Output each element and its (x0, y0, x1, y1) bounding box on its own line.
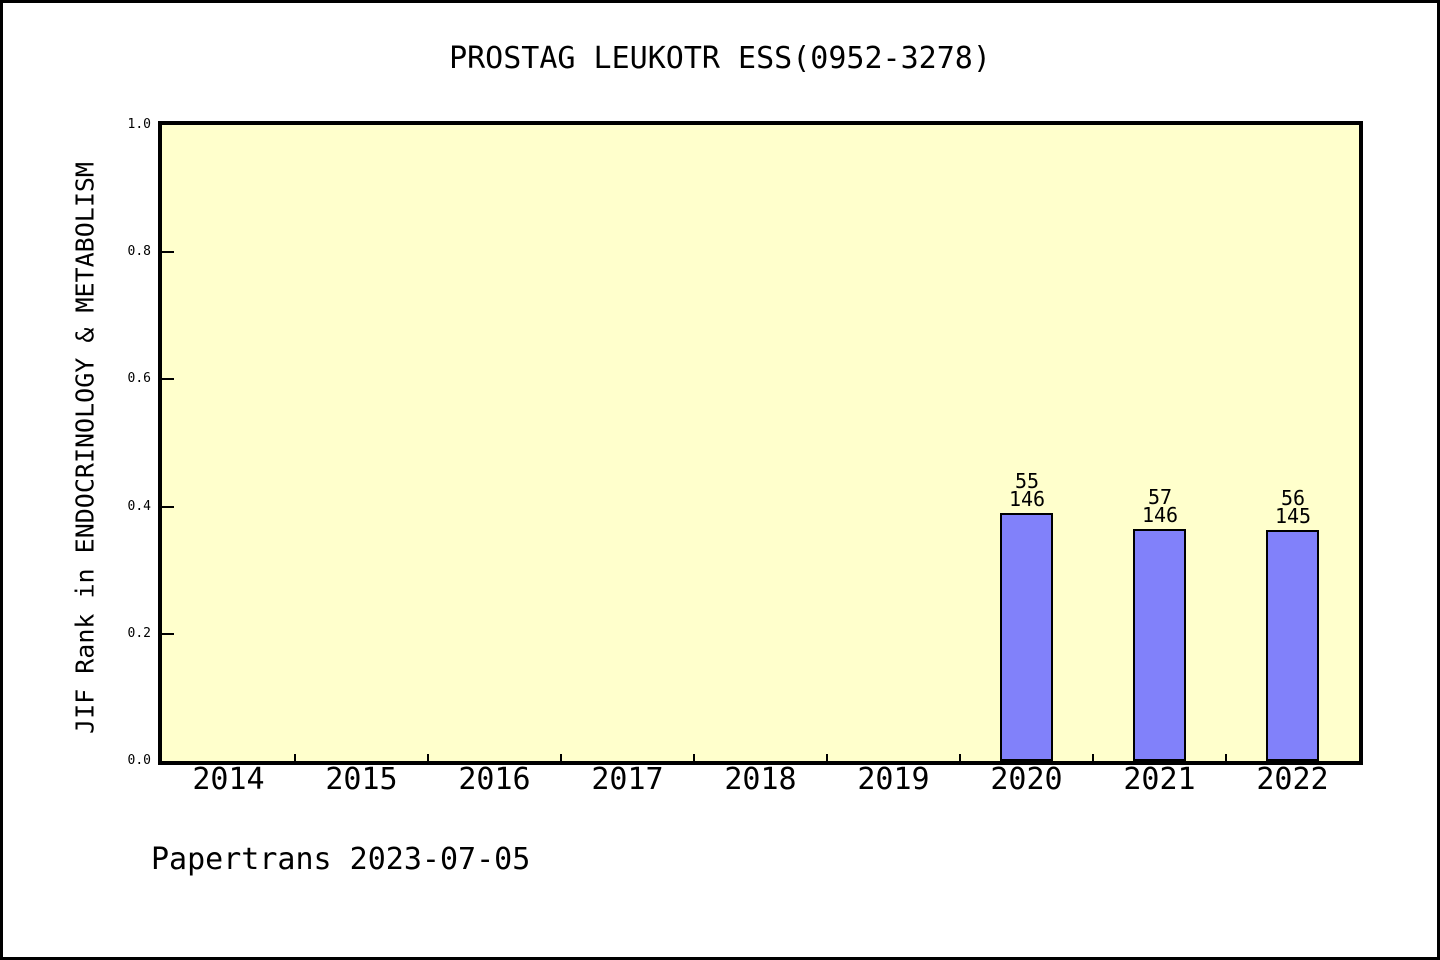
y-tick-mark (162, 505, 174, 508)
bar-rank: 56 (1280, 486, 1306, 510)
x-tick-label: 2018 (724, 762, 797, 797)
bar-rank: 57 (1147, 485, 1173, 509)
y-tick-label: 1.0 (127, 117, 151, 132)
x-tick-mark (427, 754, 429, 761)
x-tick-label: 2016 (458, 762, 531, 797)
x-tick-label: 2014 (192, 762, 265, 797)
y-tick-label: 0.0 (127, 753, 151, 768)
y-tick-label: 0.8 (127, 244, 151, 260)
bar-2020 (1000, 513, 1053, 761)
chart-title: PROSTAG LEUKOTR ESS(0952-3278) (449, 41, 991, 76)
x-tick-label: 2019 (857, 762, 930, 797)
x-tick-mark (560, 754, 562, 761)
y-tick-mark (162, 378, 174, 381)
bar-label-2021: 57 146 (1100, 485, 1220, 527)
y-tick-mark (162, 632, 174, 635)
x-tick-mark (1225, 754, 1227, 761)
x-tick-mark (1092, 754, 1094, 761)
bar-total: 146 (1141, 503, 1179, 527)
bar-rank: 55 (1014, 469, 1040, 493)
bar-2022 (1266, 530, 1319, 761)
bar-label-2022: 56 145 (1233, 486, 1353, 528)
y-tick-mark (162, 251, 174, 254)
bar-total: 146 (1008, 487, 1046, 511)
y-tick-label: 0.6 (127, 371, 151, 387)
x-tick-label: 2022 (1256, 762, 1329, 797)
x-tick-mark (294, 754, 296, 761)
x-tick-label: 2017 (591, 762, 664, 797)
x-tick-label: 2020 (990, 762, 1063, 797)
bar-label-2020: 55 146 (967, 469, 1087, 511)
watermark-text: Papertrans 2023-07-05 (151, 842, 531, 877)
x-tick-mark (959, 754, 961, 761)
x-tick-mark (693, 754, 695, 761)
y-tick-label: 0.4 (127, 498, 151, 514)
bar-2021 (1133, 529, 1186, 761)
y-tick-label: 0.2 (127, 625, 151, 641)
x-tick-label: 2021 (1123, 762, 1196, 797)
bar-total: 145 (1274, 504, 1312, 528)
x-tick-label: 2015 (325, 762, 398, 797)
plot-area: 55 146 57 146 56 145 (158, 121, 1363, 765)
x-tick-mark (826, 754, 828, 761)
